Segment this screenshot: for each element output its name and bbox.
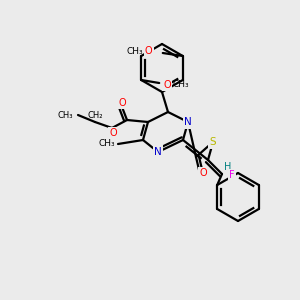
Text: O: O [164, 80, 171, 90]
Text: O: O [199, 168, 207, 178]
Text: H: H [224, 162, 232, 172]
Text: CH₃: CH₃ [58, 110, 73, 119]
Text: CH₃: CH₃ [98, 140, 115, 148]
Text: O: O [109, 128, 117, 138]
Text: CH₃: CH₃ [173, 80, 190, 89]
Text: CH₃: CH₃ [127, 46, 143, 56]
Text: N: N [184, 117, 192, 127]
Text: S: S [210, 137, 216, 147]
Text: N: N [154, 147, 162, 157]
Text: F: F [229, 170, 235, 180]
Text: CH₂: CH₂ [87, 112, 103, 121]
Text: O: O [118, 98, 126, 108]
Text: O: O [145, 46, 153, 56]
